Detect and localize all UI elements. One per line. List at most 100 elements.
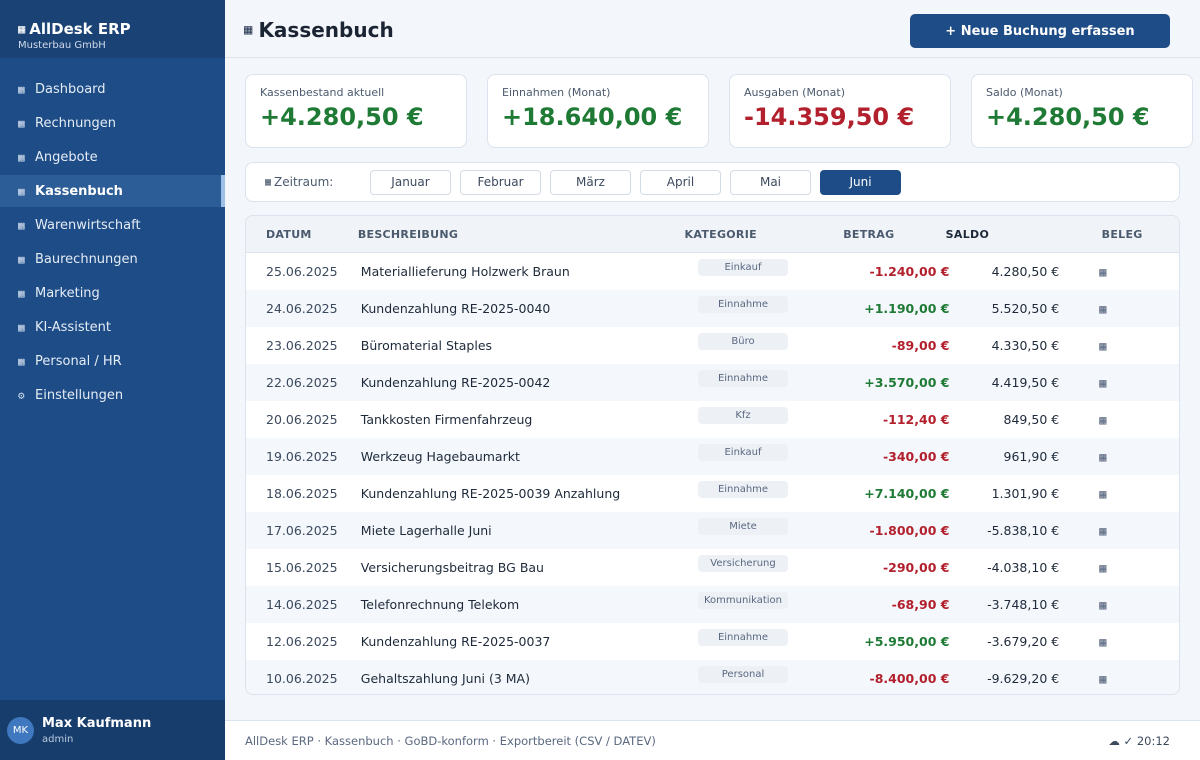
row-category: Einnahme xyxy=(698,629,858,646)
sidebar-item-dashboard[interactable]: ▦ Dashboard xyxy=(0,73,225,105)
row-receipt: ▦ xyxy=(1059,412,1179,427)
topbar: ▦ Kassenbuch + Neue Buchung erfassen xyxy=(225,0,1200,58)
row-receipt: ▦ xyxy=(1059,486,1179,501)
receipt-icon[interactable]: ▦ xyxy=(1099,487,1107,501)
sidebar: ▦ AllDesk ERP Musterbau GmbH ▦ Dashboard ▦… xyxy=(0,0,225,760)
table-row[interactable]: 22.06.2025 Kundenzahlung RE-2025-0042 Einn… xyxy=(246,364,1179,401)
category-badge: Miete xyxy=(698,518,789,535)
receipt-icon[interactable]: ▦ xyxy=(1099,635,1107,649)
receipt-icon[interactable]: ▦ xyxy=(1099,265,1107,279)
grid-icon: ▦ xyxy=(18,150,25,164)
gear-icon: ⚙ xyxy=(18,388,25,402)
table-row[interactable]: 23.06.2025 Büromaterial Staples Büro -89,00… xyxy=(246,327,1179,364)
user-role: admin xyxy=(42,733,74,745)
row-date: 22.06.2025 xyxy=(266,375,338,390)
row-balance: -4.038,10 € xyxy=(987,560,1060,575)
receipt-icon[interactable]: ▦ xyxy=(1099,339,1107,353)
column-header[interactable]: BESCHREIBUNG xyxy=(357,227,459,241)
category-badge: Einnahme xyxy=(698,629,789,646)
table-row[interactable]: 18.06.2025 Kundenzahlung RE-2025-0039 Anz… xyxy=(246,475,1179,512)
receipt-icon[interactable]: ▦ xyxy=(1099,672,1107,686)
month-tab[interactable]: Februar xyxy=(460,169,541,195)
receipt-icon[interactable]: ▦ xyxy=(1099,413,1107,427)
row-description: Telefonrechnung Telekom xyxy=(360,597,520,612)
row-category: Miete xyxy=(698,518,858,535)
footer-text: AllDesk ERP · Kassenbuch · GoBD-konform … xyxy=(245,733,656,748)
month-tabs: Januar Februar März April Mai Juni xyxy=(370,169,910,195)
row-amount: -89,00 € xyxy=(891,338,950,353)
grid-icon: ▦ xyxy=(18,116,25,130)
sidebar-item-label: Baurechnungen xyxy=(35,251,138,267)
month-tab[interactable]: April xyxy=(640,169,721,195)
column-header[interactable]: BELEG xyxy=(1101,227,1143,241)
summary-card-value: +4.280,50 € xyxy=(260,103,424,131)
sidebar-item-label: Personal / HR xyxy=(35,353,122,369)
row-amount: -112,40 € xyxy=(882,412,950,427)
brand: ▦ AllDesk ERP Musterbau GmbH xyxy=(0,0,225,58)
table-row[interactable]: 12.06.2025 Kundenzahlung RE-2025-0037 Einn… xyxy=(246,623,1179,660)
receipt-icon[interactable]: ▦ xyxy=(1099,450,1107,464)
row-category: Personal xyxy=(698,666,858,683)
row-date: 23.06.2025 xyxy=(266,338,338,353)
row-receipt: ▦ xyxy=(1059,560,1179,575)
row-receipt: ▦ xyxy=(1059,338,1179,353)
category-badge: Einkauf xyxy=(698,444,789,461)
column-header[interactable]: DATUM xyxy=(266,227,312,241)
sidebar-item-personal-hr[interactable]: ▦ Personal / HR xyxy=(0,345,225,377)
receipt-icon[interactable]: ▦ xyxy=(1099,524,1107,538)
summary-card: Ausgaben (Monat) -14.359,50 € xyxy=(729,74,951,148)
grid-icon: ▦ xyxy=(18,22,26,36)
month-tab[interactable]: Mai xyxy=(730,169,811,195)
month-tab[interactable]: Juni xyxy=(820,169,901,195)
row-description: Kundenzahlung RE-2025-0037 xyxy=(360,634,551,649)
brand-name: AllDesk ERP xyxy=(29,20,131,38)
row-date: 14.06.2025 xyxy=(266,597,338,612)
table-row[interactable]: 15.06.2025 Versicherungsbeitrag BG Bau Ver… xyxy=(246,549,1179,586)
footer: AllDesk ERP · Kassenbuch · GoBD-konform … xyxy=(225,720,1200,760)
sidebar-item-baurechnungen[interactable]: ▦ Baurechnungen xyxy=(0,243,225,275)
calendar-icon: ▦ xyxy=(265,176,272,188)
summary-card-value: +18.640,00 € xyxy=(502,103,683,131)
cashbook-table: DATUM BESCHREIBUNG KATEGORIE BETRAG SALDO BEL… xyxy=(245,215,1180,695)
sidebar-item-einstellungen[interactable]: ⚙ Einstellungen xyxy=(0,379,225,411)
row-balance: -5.838,10 € xyxy=(987,523,1060,538)
sidebar-item-marketing[interactable]: ▦ Marketing xyxy=(0,277,225,309)
column-header[interactable]: KATEGORIE xyxy=(684,227,757,241)
sidebar-item-kassenbuch[interactable]: ▦ Kassenbuch xyxy=(0,175,225,207)
table-row[interactable]: 14.06.2025 Telefonrechnung Telekom Kommuni… xyxy=(246,586,1179,623)
month-tab[interactable]: Januar xyxy=(370,169,451,195)
row-receipt: ▦ xyxy=(1059,634,1179,649)
table-row[interactable]: 20.06.2025 Tankkosten Firmenfahrzeug Kfz -1… xyxy=(246,401,1179,438)
new-booking-button[interactable]: + Neue Buchung erfassen xyxy=(910,14,1170,48)
column-header[interactable]: SALDO xyxy=(945,227,990,241)
sidebar-item-angebote[interactable]: ▦ Angebote xyxy=(0,141,225,173)
receipt-icon[interactable]: ▦ xyxy=(1099,598,1107,612)
category-badge: Büro xyxy=(698,333,789,350)
receipt-icon[interactable]: ▦ xyxy=(1099,376,1107,390)
row-balance: 4.330,50 € xyxy=(991,338,1060,353)
sidebar-item-ki-assistent[interactable]: ▦ KI-Assistent xyxy=(0,311,225,343)
user-profile[interactable]: MK Max Kaufmann admin xyxy=(0,700,225,760)
receipt-icon[interactable]: ▦ xyxy=(1099,302,1107,316)
row-receipt: ▦ xyxy=(1059,301,1179,316)
table-row[interactable]: 25.06.2025 Materiallieferung Holzwerk Bra… xyxy=(246,253,1179,290)
grid-icon: ▦ xyxy=(18,82,25,96)
sidebar-item-warenwirtschaft[interactable]: ▦ Warenwirtschaft xyxy=(0,209,225,241)
row-date: 17.06.2025 xyxy=(266,523,338,538)
sidebar-item-label: Dashboard xyxy=(35,81,106,97)
receipt-icon[interactable]: ▦ xyxy=(1099,561,1107,575)
table-row[interactable]: 17.06.2025 Miete Lagerhalle Juni Miete -1.8… xyxy=(246,512,1179,549)
table-row[interactable]: 19.06.2025 Werkzeug Hagebaumarkt Einkauf -3… xyxy=(246,438,1179,475)
table-row[interactable]: 10.06.2025 Gehaltszahlung Juni (3 MA) Pers… xyxy=(246,660,1179,694)
sidebar-item-rechnungen[interactable]: ▦ Rechnungen xyxy=(0,107,225,139)
row-category: Einkauf xyxy=(698,259,858,276)
column-header[interactable]: BETRAG xyxy=(843,227,895,241)
table-row[interactable]: 24.06.2025 Kundenzahlung RE-2025-0040 Einn… xyxy=(246,290,1179,327)
sidebar-item-label: Angebote xyxy=(35,149,98,165)
summary-card: Saldo (Monat) +4.280,50 € xyxy=(971,74,1193,148)
category-badge: Einnahme xyxy=(698,370,789,387)
month-tab[interactable]: März xyxy=(550,169,631,195)
row-receipt: ▦ xyxy=(1059,671,1179,686)
row-amount: -290,00 € xyxy=(882,560,950,575)
row-receipt: ▦ xyxy=(1059,449,1179,464)
